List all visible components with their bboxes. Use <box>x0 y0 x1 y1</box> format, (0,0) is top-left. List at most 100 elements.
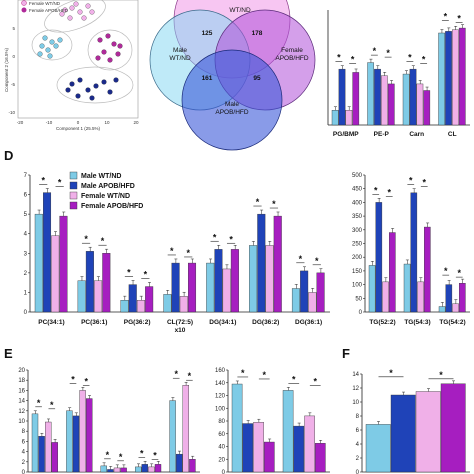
venn-count-br: 95 <box>253 75 261 82</box>
sig-star: * <box>50 400 54 410</box>
sig-star: * <box>337 53 341 63</box>
bar <box>381 75 388 126</box>
y-tick-label: 300 <box>352 228 363 234</box>
bar <box>154 464 162 473</box>
bar <box>445 31 452 126</box>
sig-star: * <box>272 199 276 209</box>
sig-star: * <box>408 53 412 63</box>
y-tick-label: 2 <box>22 460 26 466</box>
sig-star: * <box>315 256 319 266</box>
sig-star: * <box>127 267 131 277</box>
pca-point <box>77 9 83 15</box>
pca-xtick: -20 <box>17 120 24 125</box>
pca-point <box>75 93 81 99</box>
bar <box>423 90 431 126</box>
sig-star: * <box>229 234 233 244</box>
sig-star: * <box>41 176 45 186</box>
pca-xlabel: Component 1 (25.5%) <box>56 126 101 131</box>
y-tick-label: 60 <box>218 432 225 438</box>
bar <box>282 390 294 473</box>
y-tick-label: 150 <box>352 269 363 275</box>
pca-point <box>113 77 119 83</box>
y-tick-label: 16 <box>18 388 25 394</box>
pca-xtick: 0 <box>77 120 80 125</box>
pca-xtick: 10 <box>104 120 110 125</box>
venn-label-left: Male WT/ND <box>169 47 191 62</box>
pca-ytick: -5 <box>11 82 15 87</box>
bar <box>79 390 86 473</box>
y-tick-label: 14 <box>18 399 25 405</box>
panel-letter-f: F <box>342 346 350 361</box>
pca-point <box>69 81 75 87</box>
y-tick-label: 6 <box>356 428 360 434</box>
pca-panel: Female WT/ND Female APOB/HFD Component 2… <box>4 0 139 131</box>
bar <box>331 110 339 126</box>
pca-point <box>65 87 71 93</box>
y-tick-label: 450 <box>352 187 363 193</box>
sig-star: * <box>213 232 217 242</box>
category-label: TG(52:2) <box>369 319 395 326</box>
legend-label-male-wt: Male WT/ND <box>81 173 121 180</box>
pca-point <box>107 57 113 63</box>
bar <box>145 286 154 313</box>
bar <box>458 27 466 126</box>
bar <box>100 465 108 473</box>
pca-point <box>77 77 83 83</box>
bar <box>85 398 93 473</box>
sig-star: * <box>313 376 317 386</box>
sig-star: * <box>153 450 157 460</box>
bar <box>402 73 410 126</box>
venn-circle-male-apob <box>181 49 283 151</box>
sig-star: * <box>439 370 443 380</box>
bar <box>171 262 180 313</box>
bar <box>403 263 411 313</box>
bar <box>410 192 418 313</box>
y-tick-label: 0 <box>356 470 360 474</box>
y-tick-label: 4 <box>24 232 28 238</box>
bar <box>316 272 325 313</box>
sig-star: * <box>140 448 144 458</box>
sig-star: * <box>101 236 105 246</box>
pca-point <box>69 5 75 11</box>
y-tick-label: 8 <box>22 429 26 435</box>
bar <box>338 68 346 126</box>
pca-point <box>42 35 48 41</box>
chart-E-left: 0 2 4 6 8 10 12 14 16 18 20 * * * * * * * * * * <box>18 368 200 474</box>
bar <box>409 68 417 126</box>
bar <box>188 262 197 313</box>
venn-label-bottom: Male APOB/HFD <box>215 101 249 116</box>
pca-point <box>73 1 79 7</box>
bar <box>452 303 459 313</box>
bar <box>51 442 58 473</box>
sig-star: * <box>241 368 245 378</box>
category-label: CL <box>448 131 457 138</box>
category-label: PC(34:1) <box>38 319 64 326</box>
bar <box>189 459 196 473</box>
pca-ytick: 0 <box>12 54 15 59</box>
category-label: PE-P <box>374 131 390 138</box>
pca-point <box>93 83 99 89</box>
bar <box>163 294 172 313</box>
bar <box>438 306 446 313</box>
pca-point <box>49 39 55 45</box>
venn-label-line: APOB/HFD <box>275 55 309 62</box>
pca-legend-swatch-female-wt <box>21 0 27 6</box>
category-label: DG(34:1) <box>209 319 236 326</box>
category-label: PG(36:2) <box>124 319 151 326</box>
sig-star: * <box>444 266 448 276</box>
pca-point <box>101 79 107 85</box>
bar <box>249 245 258 313</box>
bar <box>390 394 416 473</box>
category-label: DG(36:2) <box>252 319 279 326</box>
y-tick-label: 6 <box>22 439 26 445</box>
y-tick-label: 2 <box>356 456 360 462</box>
category-label: TG(54:2) <box>439 319 465 326</box>
bar <box>43 192 52 313</box>
legend-d: Male WT/ND Male APOB/HFD Female WT/ND Fe… <box>69 171 143 210</box>
y-tick-label: 0 <box>24 310 28 316</box>
sig-star: * <box>374 185 378 195</box>
venn-count-tl: 125 <box>202 30 213 37</box>
y-tick-label: 5 <box>24 212 28 218</box>
bar <box>113 467 121 473</box>
